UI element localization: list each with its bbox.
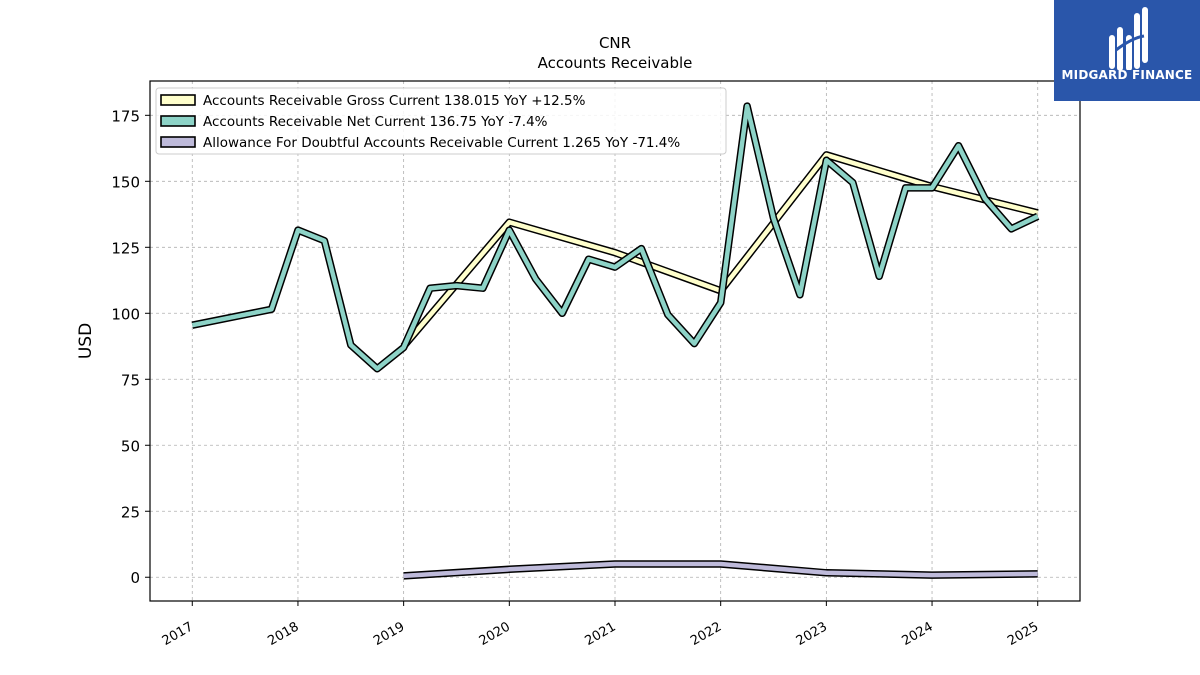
- x-tick-label: 2022: [688, 619, 724, 649]
- legend-swatch: [160, 94, 196, 106]
- y-tick-label: 150: [111, 173, 140, 191]
- y-tick-label: 125: [111, 239, 140, 257]
- series-layer: [191, 102, 1040, 580]
- logo-mark-icon: [1109, 7, 1148, 70]
- y-tick-label: 75: [121, 371, 140, 389]
- y-tick-label: 175: [111, 107, 140, 125]
- logo-text: MIDGARD FINANCE: [1061, 68, 1193, 82]
- chart-subtitle: Accounts Receivable: [538, 54, 693, 72]
- legend-label: Accounts Receivable Gross Current 138.01…: [203, 93, 586, 109]
- legend-label: Accounts Receivable Net Current 136.75 Y…: [203, 114, 548, 130]
- y-tick-label: 25: [121, 503, 140, 521]
- x-tick-label: 2023: [794, 619, 830, 649]
- y-tick-label: 100: [111, 305, 140, 323]
- y-axis-label: USD: [76, 323, 96, 359]
- y-tick-label: 0: [130, 569, 140, 587]
- x-tick-label: 2017: [160, 619, 196, 649]
- legend: Accounts Receivable Gross Current 138.01…: [155, 87, 727, 155]
- legend-swatch: [160, 136, 196, 148]
- series-line-2: [403, 561, 1038, 579]
- legend-swatch: [160, 115, 196, 127]
- x-tick-label: 2024: [899, 619, 935, 649]
- x-tick-label: 2020: [477, 619, 513, 649]
- series-line-1: [191, 103, 1039, 371]
- x-tick-label: 2025: [1005, 619, 1041, 649]
- chart-title: CNR: [599, 34, 631, 52]
- x-tick-label: 2021: [582, 619, 618, 649]
- brand-logo: MIDGARD FINANCE: [1054, 0, 1200, 101]
- legend-box: [155, 87, 727, 155]
- legend-label: Allowance For Doubtful Accounts Receivab…: [203, 135, 680, 151]
- y-tick-label: 50: [121, 437, 140, 455]
- x-tick-label: 2018: [265, 619, 301, 649]
- grid: [150, 81, 1080, 601]
- x-tick-label: 2019: [371, 619, 407, 649]
